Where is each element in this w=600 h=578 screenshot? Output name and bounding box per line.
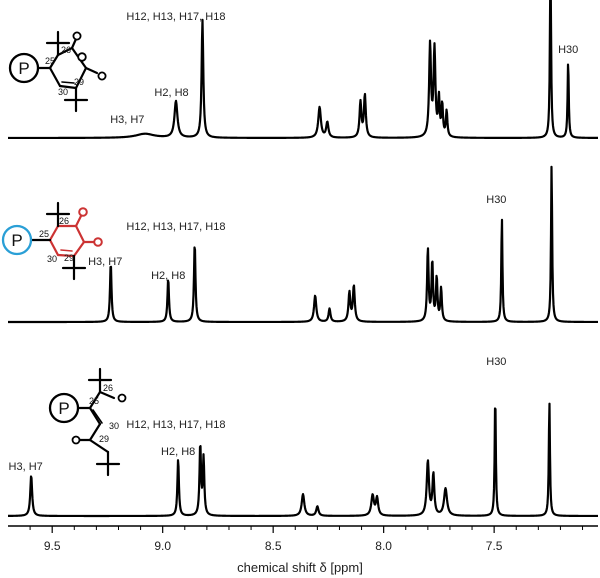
x-tick-label: 7.5	[486, 539, 503, 553]
atom-number: 26	[61, 45, 71, 55]
bond	[56, 253, 76, 258]
oxygen-atom	[72, 31, 82, 41]
bond	[58, 84, 78, 90]
bond	[88, 390, 102, 410]
peak-label: H12, H13, H17, H18	[126, 221, 225, 233]
x-tick-label: 8.5	[265, 539, 282, 553]
peak-label: H2, H8	[154, 87, 188, 99]
x-tick-label: 9.5	[44, 539, 61, 553]
peak-label: H12, H13, H17, H18	[126, 419, 225, 431]
x-tick-label: 8.0	[375, 539, 392, 553]
peak-label: H12, H13, H17, H18	[126, 11, 225, 23]
bond	[84, 66, 99, 75]
bond	[70, 37, 78, 50]
atom-number: 30	[47, 254, 57, 264]
bond	[61, 81, 75, 84]
polymer-label: P	[18, 59, 29, 78]
atom-number: 26	[103, 383, 113, 393]
x-axis: 9.5 9.0 8.5 8.0 7.5 chemical shift δ [ppm]	[8, 525, 598, 575]
bond	[60, 249, 73, 252]
spectrum-trace-3	[7, 402, 599, 518]
spectra-layer: H12, H13, H17, H18 H2, H8 H3, H7 H30 H12, H1…	[7, 0, 599, 518]
peak-label: H30	[486, 194, 506, 206]
peak-label: H2, H8	[151, 270, 185, 282]
oxygen-atom	[97, 71, 107, 81]
oxygen-atom	[78, 207, 88, 217]
bond	[72, 240, 86, 258]
spectrum-trace-2	[7, 165, 599, 324]
x-tick-label: 9.0	[154, 539, 171, 553]
structure-anhydride: P 26 25 30 29	[8, 30, 107, 113]
peak-label: H3, H7	[88, 256, 122, 268]
bond	[88, 406, 102, 426]
peak-label: H2, H8	[161, 446, 195, 458]
atom-number: 25	[45, 56, 55, 66]
peak-label: H3, H7	[9, 461, 43, 473]
bond	[88, 422, 102, 442]
x-axis-ticks: 9.5 9.0 8.5 8.0 7.5	[29, 526, 584, 553]
peak-label: H3, H7	[110, 114, 144, 126]
bond	[74, 66, 88, 90]
polymer-label: P	[58, 399, 69, 418]
bond	[92, 409, 103, 424]
atom-number: 30	[58, 87, 68, 97]
oxygen-atom	[71, 435, 81, 445]
structure-quinone: P 26 25 30 29	[1, 201, 103, 281]
bond	[48, 238, 60, 257]
bond	[48, 66, 62, 88]
oxygen-atom	[117, 393, 127, 403]
peak-label: H30	[558, 44, 578, 56]
polymer-circle	[8, 52, 40, 84]
atom-number: 29	[64, 253, 74, 263]
oxygen-atom	[93, 237, 103, 247]
atom-number: 29	[99, 434, 109, 444]
polymer-circle	[1, 224, 33, 256]
bond	[98, 390, 116, 400]
atom-number: 26	[59, 216, 69, 226]
oxygen-atom	[77, 52, 87, 62]
bond	[74, 224, 86, 244]
bond	[48, 53, 60, 70]
polymer-label: P	[11, 231, 22, 250]
x-axis-label: chemical shift δ [ppm]	[237, 560, 363, 575]
atom-number: 30	[109, 421, 119, 431]
peak-label: H30	[486, 356, 506, 368]
bond	[56, 46, 74, 57]
bond	[88, 438, 110, 454]
bond	[74, 214, 83, 228]
atom-number: 25	[39, 229, 49, 239]
polymer-circle	[48, 392, 80, 424]
atom-number: 29	[74, 77, 84, 87]
bond	[48, 224, 60, 242]
atom-number: 25	[89, 396, 99, 406]
spectrum-trace-1	[7, 0, 599, 140]
